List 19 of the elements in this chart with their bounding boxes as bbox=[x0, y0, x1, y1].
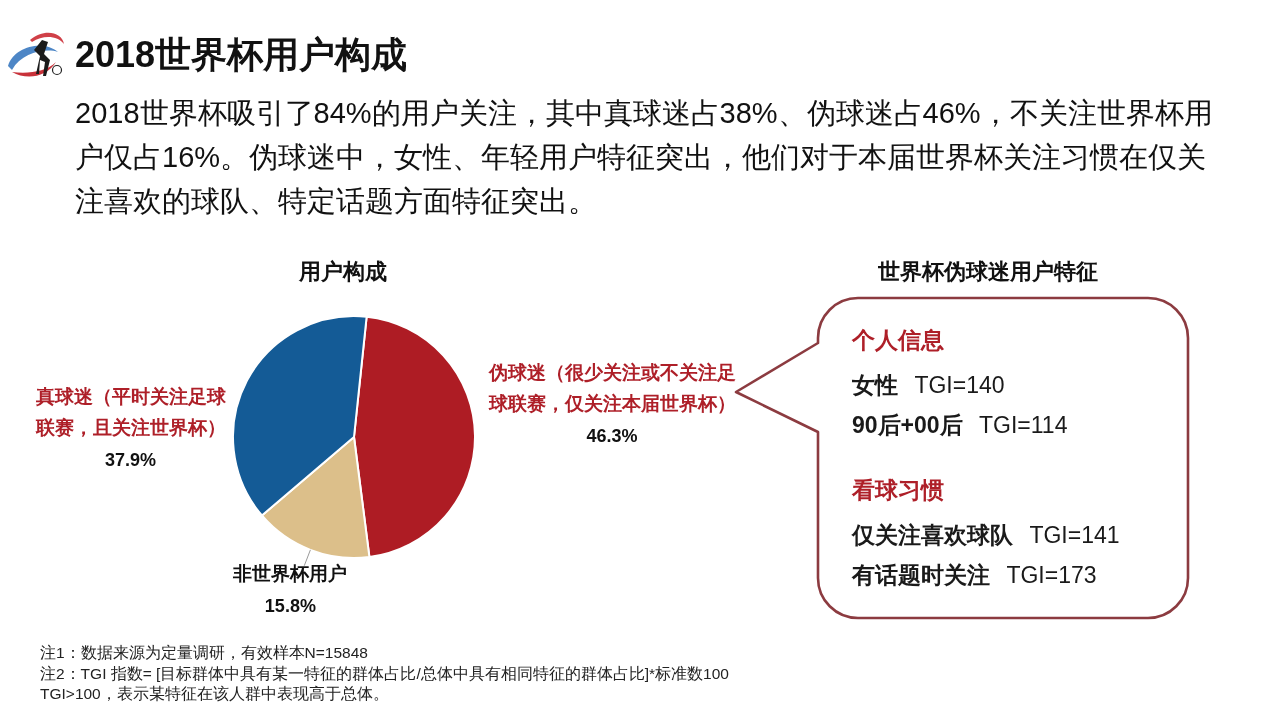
slice-label: 伪球迷（很少关注或不关注足球联赛，仅关注本届世界杯） bbox=[487, 361, 737, 416]
text: 看球习惯 bbox=[852, 476, 944, 505]
data-label: 37.9% bbox=[103, 449, 157, 472]
text: TGI>100，表示某特征在该人群中表现高于总体。 bbox=[40, 684, 389, 704]
text: 2018世界杯用户构成 bbox=[75, 33, 408, 77]
text: 2018世界杯吸引了84%的用户关注，其中真球迷占38%、伪球迷占46%，不关注世界杯用户仅占16%。伪球迷中，女性、年轻用户特征突出，他们对于本届世界杯关注习惯在仅关注喜欢的球队、特定话题方面特征突出。 bbox=[75, 96, 1214, 219]
chart-title: 用户构成 bbox=[298, 258, 388, 286]
text: 个人信息 bbox=[852, 326, 944, 355]
data-label: 15.8% bbox=[263, 594, 317, 618]
text: 世界杯伪球迷用户特征 bbox=[877, 258, 1099, 286]
slice-label: 非世界杯用户 bbox=[232, 561, 349, 586]
text: 注1：数据来源为定量调研，有效样本N=15848 bbox=[40, 643, 368, 663]
text: 仅关注喜欢球队 TGI=141 bbox=[852, 521, 1120, 550]
text: 注2：TGI 指数= [目标群体中具有某一特征的群体占比/总体中具有相同特征的群体占比]*标准数100 bbox=[40, 663, 729, 684]
slice-label: 真球迷（平时关注足球联赛，且关注世界杯） bbox=[34, 385, 227, 440]
text: 90后+00后 TGI=114 bbox=[852, 411, 1068, 440]
text: 有话题时关注 TGI=173 bbox=[852, 561, 1097, 590]
text: 女性 TGI=140 bbox=[852, 371, 1005, 400]
data-label: 46.3% bbox=[585, 425, 639, 448]
